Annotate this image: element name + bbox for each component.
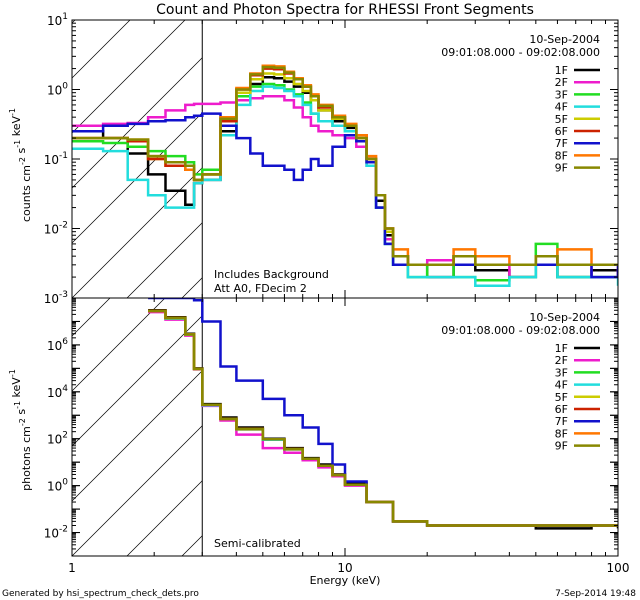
photon-spectrum-panel: 10-2 100 102 104 106 1 10 100 10-Sep-2004 09:01… — [8, 297, 640, 587]
legend-label: 7F — [555, 415, 568, 428]
count-annotation-background: Includes Background — [214, 268, 329, 281]
hatch-line — [72, 298, 166, 392]
series-line-9F — [148, 309, 618, 527]
legend-label: 1F — [555, 342, 568, 355]
legend-label: 2F — [555, 354, 568, 367]
legend-label: 3F — [555, 366, 568, 379]
legend-label: 8F — [555, 427, 568, 440]
photon-time-range-label: 09:01:08.000 - 09:02:08.000 — [441, 324, 600, 337]
hatch-line — [72, 20, 241, 189]
legend-label: 6F — [555, 125, 568, 138]
legend-label: 9F — [555, 162, 568, 175]
photon-series-group — [148, 298, 618, 530]
photon-y-axis-label: photons cm-2 s-1 keV-1 — [8, 369, 33, 491]
photon-date-label: 10-Sep-2004 — [529, 311, 600, 324]
legend-label: 5F — [555, 113, 568, 126]
y-tick-label: 104 — [47, 384, 68, 400]
y-tick-label: 106 — [47, 337, 68, 353]
legend-label: 1F — [555, 64, 568, 77]
series-line-9F — [72, 65, 618, 267]
y-tick-label: 101 — [47, 12, 68, 28]
count-time-range-label: 09:01:08.000 - 09:02:08.000 — [441, 46, 600, 59]
y-tick-label: 100 — [47, 82, 68, 98]
count-y-axis-label: counts cm-2 s-1 keV-1 — [8, 108, 33, 222]
footer-timestamp: 7-Sep-2014 19:48 — [555, 589, 636, 599]
count-series-group — [72, 64, 618, 288]
y-tick-label: 10-2 — [44, 221, 68, 237]
x-tick-label: 100 — [607, 561, 630, 575]
photon-annotation-semicalibrated: Semi-calibrated — [214, 537, 301, 550]
y-tick-label: 10-1 — [44, 151, 68, 167]
hatch-mask — [202, 298, 618, 556]
count-spectrum-panel: 10-3 10-2 10-1 100 101 10-Sep-2004 09:01:08.… — [0, 12, 640, 306]
y-tick-label: 10-3 — [44, 290, 68, 306]
hatched-region — [72, 298, 640, 556]
legend-label: 7F — [555, 137, 568, 150]
hatch-line — [72, 20, 131, 79]
footer-generated-by: Generated by hsi_spectrum_check_dets.pro — [2, 589, 199, 599]
legend-label: 6F — [555, 403, 568, 416]
legend-label: 2F — [555, 76, 568, 89]
legend-label: 3F — [555, 88, 568, 101]
y-tick-label: 10-2 — [44, 525, 68, 541]
hatch-line — [72, 298, 111, 337]
legend-label: 8F — [555, 149, 568, 162]
count-annotation-attenuator: Att A0, FDecim 2 — [214, 282, 307, 295]
legend-label: 4F — [555, 101, 568, 114]
hatch-line — [622, 298, 640, 556]
legend-label: 4F — [555, 379, 568, 392]
hatch-line — [0, 20, 20, 298]
count-date-label: 10-Sep-2004 — [529, 33, 600, 46]
y-tick-label: 102 — [47, 431, 68, 447]
series-line-4F — [72, 85, 618, 288]
hatch-line — [72, 20, 186, 134]
legend-label: 5F — [555, 391, 568, 404]
x-tick-label: 10 — [337, 561, 352, 575]
legend-label: 9F — [555, 440, 568, 453]
figure-title: Count and Photon Spectra for RHESSI Fron… — [156, 2, 534, 18]
hatch-line — [72, 298, 221, 447]
hatch-line — [622, 20, 640, 298]
x-tick-label: 1 — [68, 561, 76, 575]
y-tick-label: 100 — [47, 478, 68, 494]
x-axis-label: Energy (keV) — [310, 574, 381, 587]
